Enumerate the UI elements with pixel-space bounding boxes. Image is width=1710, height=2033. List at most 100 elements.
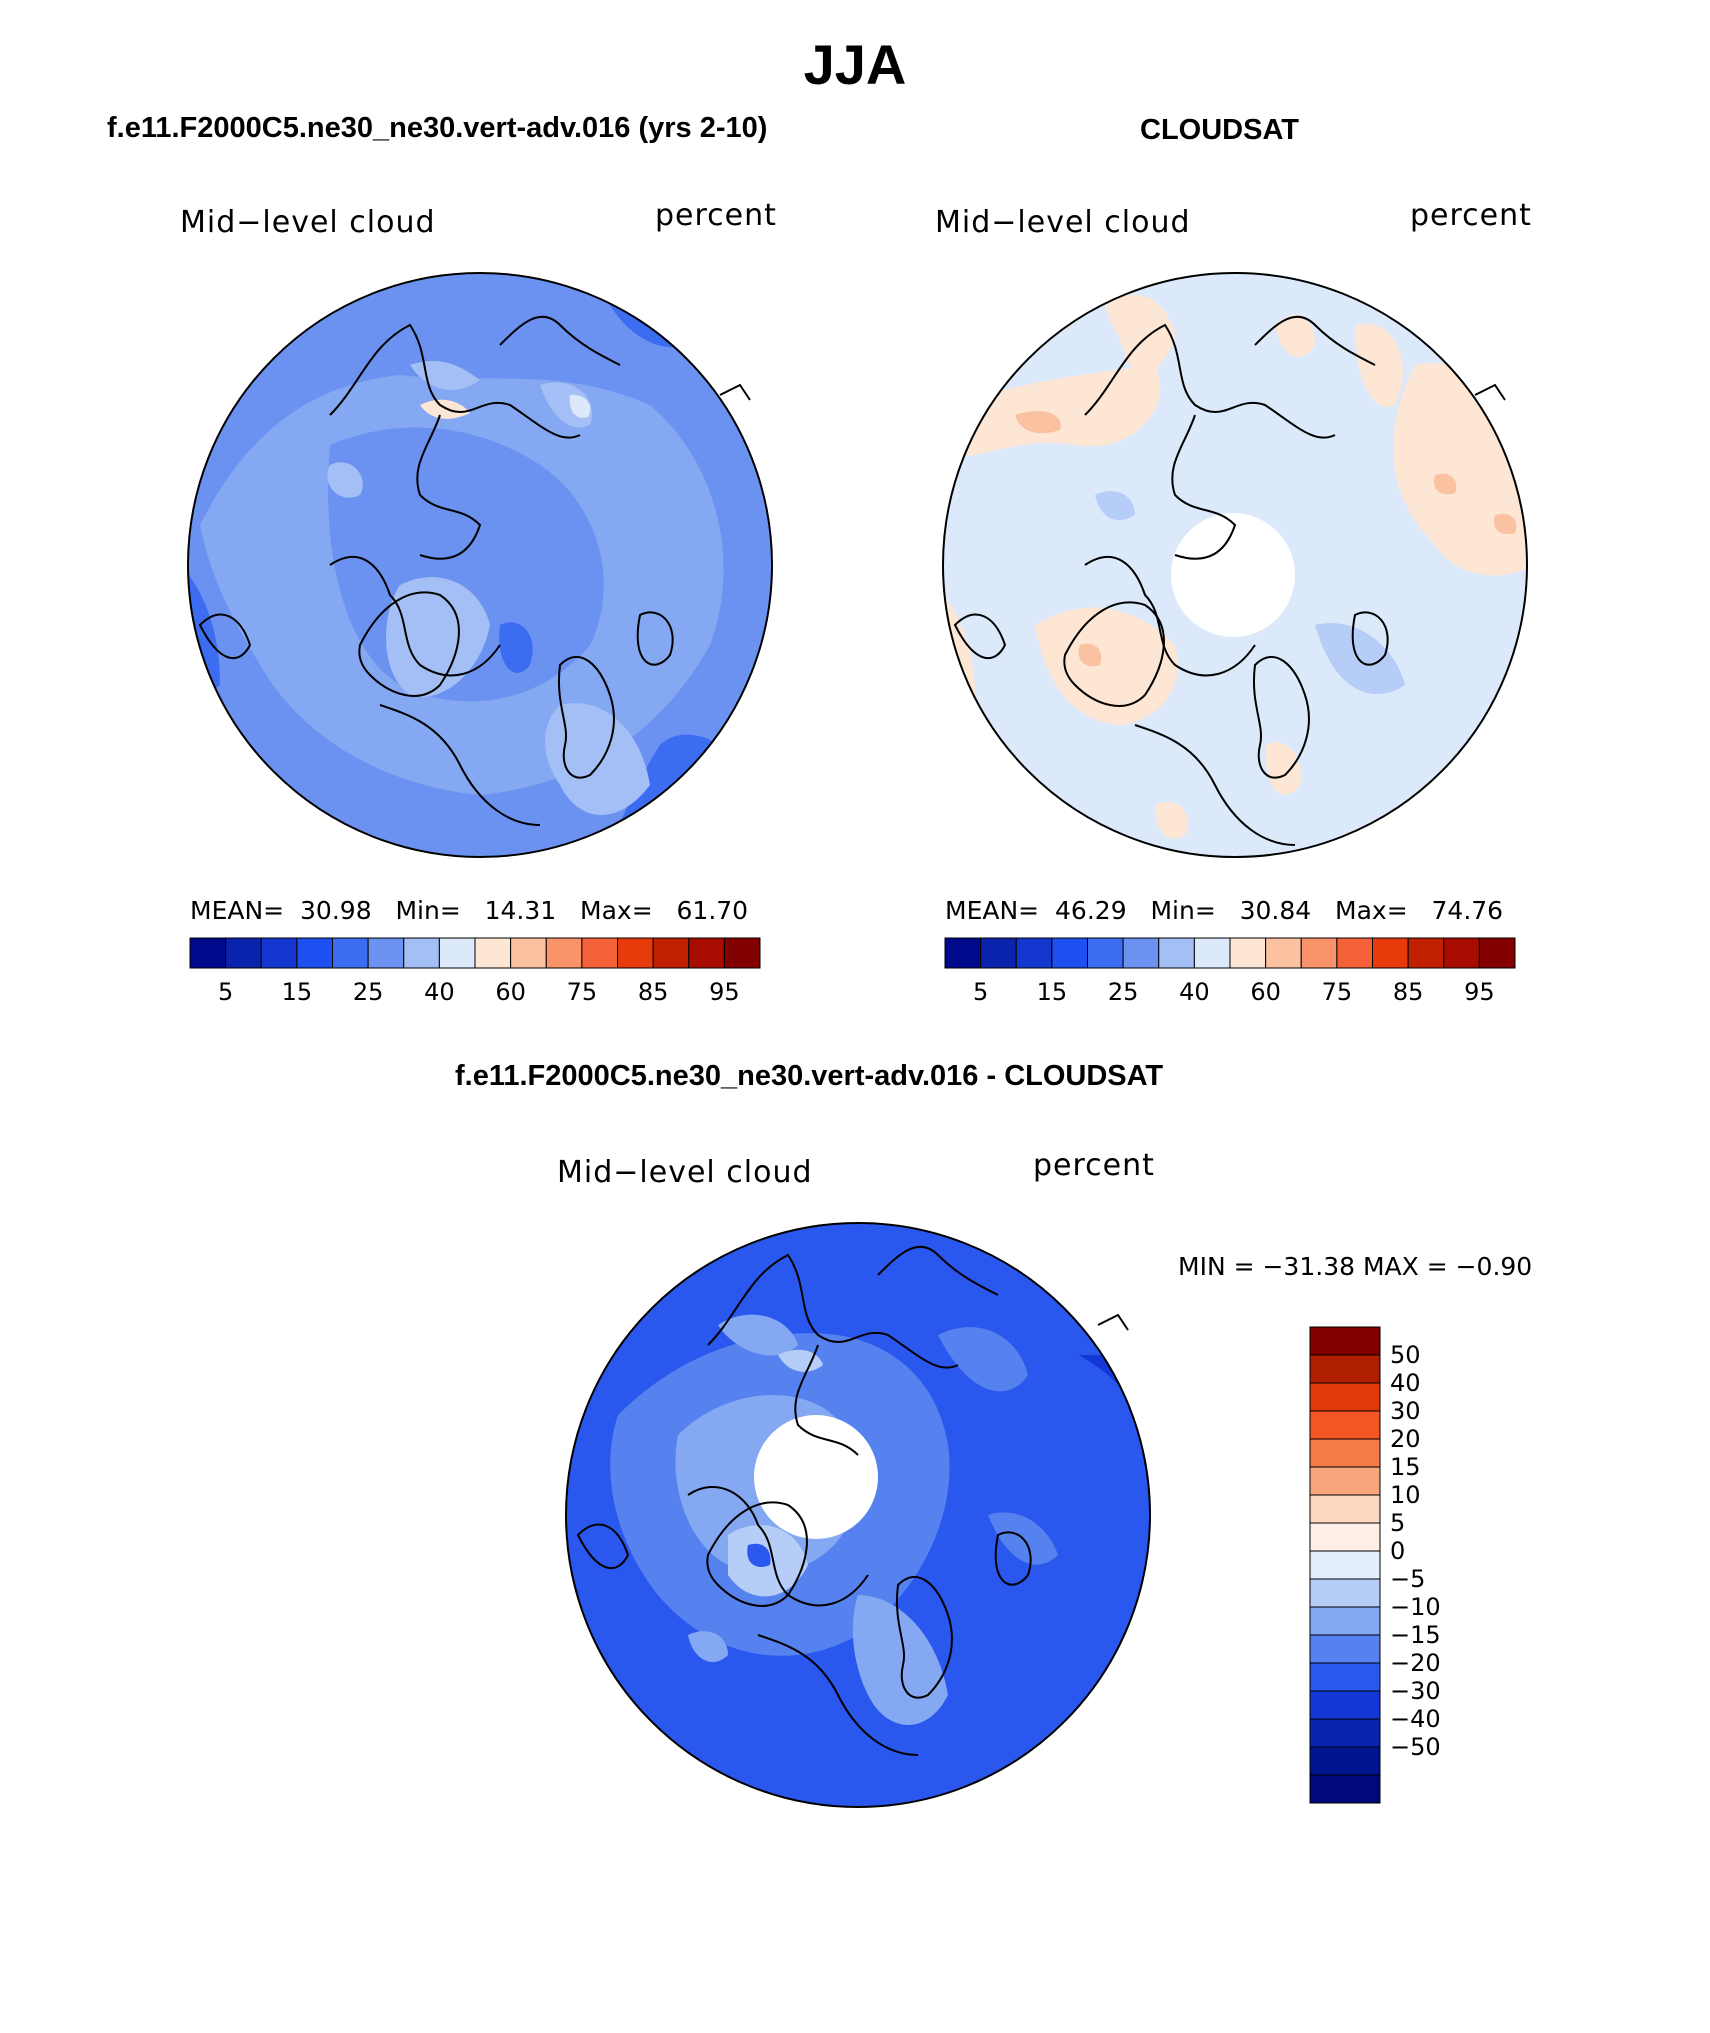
obs-colorbar [944, 937, 1516, 969]
model-colorbar-tick-label: 85 [637, 978, 669, 1006]
model-colorbar-swatch [510, 937, 547, 969]
model-colorbar-swatch [296, 937, 333, 969]
model-stats-line: MEAN= 30.98 Min= 14.31 Max= 61.70 [190, 896, 748, 925]
obs-colorbar-tick-label: 95 [1464, 978, 1495, 1006]
model-units-label: percent [655, 198, 777, 233]
obs-mean-label: MEAN= [945, 896, 1040, 925]
diff-colorbar-swatch [1309, 1774, 1381, 1804]
diff-units-label: percent [1033, 1148, 1155, 1183]
obs-colorbar-swatch [944, 937, 982, 969]
model-colorbar-swatch [260, 937, 298, 969]
diff-colorbar-label: 15 [1390, 1453, 1421, 1481]
diff-colorbar-swatch [1309, 1354, 1381, 1384]
diff-colorbar-swatch [1309, 1438, 1381, 1468]
diff-colorbar-swatch [1309, 1718, 1381, 1748]
model-colorbar-swatch [617, 937, 654, 969]
diff-colorbar-label: 20 [1390, 1425, 1421, 1453]
diff-colorbar-label: −40 [1390, 1705, 1441, 1733]
obs-panel-title: CLOUDSAT [1140, 114, 1299, 146]
model-colorbar-swatch [189, 937, 227, 969]
obs-colorbar-swatch [980, 937, 1017, 969]
diff-colorbar-label: 5 [1390, 1509, 1406, 1537]
model-max-label: Max= [580, 896, 653, 925]
obs-colorbar-tick-label: 75 [1321, 978, 1353, 1006]
obs-stats-line: MEAN= 46.29 Min= 30.84 Max= 74.76 [945, 896, 1503, 925]
diff-colorbar-label: 50 [1390, 1341, 1421, 1369]
model-colorbar-swatch [367, 937, 405, 969]
obs-max-value: 74.76 [1431, 896, 1504, 925]
obs-colorbar-swatch [1443, 937, 1480, 969]
model-colorbar-swatch [723, 937, 761, 969]
obs-colorbar-swatch [1122, 937, 1160, 969]
main-title: JJA [803, 33, 907, 96]
model-colorbar-swatch [225, 937, 262, 969]
diff-colorbar-label: −20 [1390, 1649, 1441, 1677]
diff-colorbar-label: 10 [1390, 1481, 1421, 1509]
model-variable-label: Mid−level cloud [180, 205, 436, 240]
model-mean-value: 30.98 [300, 896, 372, 925]
model-colorbar-tick-label: 75 [566, 978, 598, 1006]
diff-colorbar-labels: 50 40 30 20 15 10 5 0 −5 −10 −15 −20 −30 −40 −50 [1390, 1327, 1490, 1803]
model-colorbar-tick-label: 95 [709, 978, 740, 1006]
model-panel-title: f.e11.F2000C5.ne30_ne30.vert-adv.016 (yr… [107, 112, 768, 144]
model-colorbar-swatch [332, 937, 369, 969]
diff-missing-data-hole [754, 1415, 878, 1539]
obs-colorbar-swatch [1265, 937, 1302, 969]
diff-colorbar-label: −30 [1390, 1677, 1441, 1705]
model-colorbar-tick-label: 5 [217, 978, 234, 1006]
obs-polar-map [942, 272, 1528, 858]
diff-colorbar-swatch [1309, 1634, 1381, 1664]
obs-missing-data-hole [1171, 513, 1295, 637]
diff-polar-map [565, 1222, 1151, 1808]
diff-colorbar-label: 0 [1390, 1537, 1406, 1565]
obs-colorbar-swatch [1300, 937, 1338, 969]
obs-colorbar-swatch [1087, 937, 1124, 969]
obs-colorbar-swatch [1478, 937, 1516, 969]
model-mean-label: MEAN= [190, 896, 285, 925]
diff-colorbar-label: −5 [1390, 1565, 1426, 1593]
model-colorbar-tick-label: 15 [281, 978, 313, 1006]
diff-colorbar-swatch [1309, 1606, 1381, 1636]
diff-colorbar-label: −50 [1390, 1733, 1441, 1761]
model-min-label: Min= [395, 896, 461, 925]
obs-colorbar-swatch [1372, 937, 1409, 969]
obs-colorbar-swatch [1193, 937, 1231, 969]
diff-colorbar-swatch [1309, 1522, 1381, 1552]
diff-panel-title: f.e11.F2000C5.ne30_ne30.vert-adv.016 - C… [455, 1060, 1164, 1092]
model-colorbar-swatch [652, 937, 690, 969]
diff-colorbar-swatch [1309, 1578, 1381, 1608]
model-min-value: 14.31 [484, 896, 557, 925]
model-colorbar-swatch [438, 937, 476, 969]
model-colorbar-ticks: 5 15 25 40 60 75 85 95 [190, 978, 760, 1008]
diff-minmax-text: MIN = −31.38 MAX = −0.90 [1178, 1252, 1533, 1281]
diff-colorbar-swatch [1309, 1690, 1381, 1720]
diff-colorbar-swatch [1309, 1410, 1381, 1440]
model-colorbar-swatch [545, 937, 583, 969]
diff-colorbar-swatch [1309, 1382, 1381, 1412]
obs-colorbar-tick-label: 15 [1036, 978, 1068, 1006]
diff-colorbar-swatch [1309, 1662, 1381, 1692]
obs-colorbar-tick-label: 85 [1392, 978, 1424, 1006]
obs-colorbar-ticks: 5 15 25 40 60 75 85 95 [945, 978, 1515, 1008]
model-colorbar [189, 937, 761, 969]
obs-variable-label: Mid−level cloud [935, 205, 1191, 240]
diff-colorbar [1309, 1326, 1381, 1804]
obs-colorbar-swatch [1158, 937, 1195, 969]
model-colorbar-tick-label: 60 [495, 978, 526, 1006]
obs-colorbar-swatch [1051, 937, 1088, 969]
model-colorbar-tick-label: 40 [424, 978, 455, 1006]
obs-min-label: Min= [1150, 896, 1216, 925]
obs-colorbar-tick-label: 60 [1250, 978, 1281, 1006]
obs-colorbar-swatch [1336, 937, 1373, 969]
obs-units-label: percent [1410, 198, 1532, 233]
model-colorbar-swatch [688, 937, 725, 969]
diff-variable-label: Mid−level cloud [557, 1155, 813, 1190]
model-colorbar-tick-label: 25 [352, 978, 384, 1006]
model-max-value: 61.70 [676, 896, 749, 925]
model-colorbar-swatch [581, 937, 618, 969]
diff-colorbar-label: −10 [1390, 1593, 1441, 1621]
diff-colorbar-swatch [1309, 1466, 1381, 1496]
diff-colorbar-swatch [1309, 1494, 1381, 1524]
obs-colorbar-tick-label: 5 [972, 978, 989, 1006]
obs-colorbar-swatch [1015, 937, 1053, 969]
